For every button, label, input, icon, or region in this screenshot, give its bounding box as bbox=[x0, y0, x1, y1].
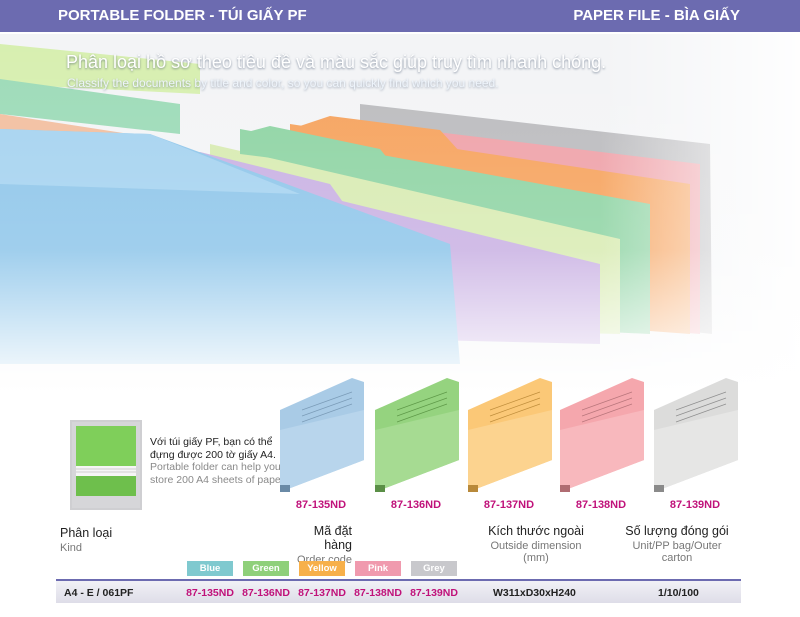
folder-image-pink bbox=[560, 378, 644, 492]
folder-description: Với túi giấy PF, bạn có thể đựng được 20… bbox=[150, 436, 290, 486]
column-dimension-vi: Kích thước ngoài bbox=[488, 524, 584, 538]
product-code-pink: 87-138ND bbox=[575, 499, 627, 511]
swatch-green: Green bbox=[243, 561, 289, 576]
hero-headline-en: Classify the documents by title and colo… bbox=[67, 76, 499, 90]
folder-image-yellow bbox=[468, 378, 552, 492]
row-code-blue: 87-135ND bbox=[186, 587, 234, 599]
swatch-pink: Pink bbox=[355, 561, 401, 576]
column-kind-vi: Phân loại bbox=[60, 526, 113, 540]
column-order-code: Mã đặt hàng Order code bbox=[290, 524, 352, 566]
table-row bbox=[56, 581, 741, 603]
row-kind: A4 - E / 061PF bbox=[64, 587, 134, 599]
row-dimension: W311xD30xH240 bbox=[493, 587, 576, 599]
folder-image-blue bbox=[280, 378, 364, 492]
column-kind: Phân loại Kind bbox=[60, 526, 112, 554]
row-code-yellow: 87-137ND bbox=[298, 587, 346, 599]
column-packing: Số lượng đóng gói Unit/PP bag/Outer cart… bbox=[616, 524, 738, 564]
row-code-grey: 87-139ND bbox=[410, 587, 458, 599]
row-packing: 1/10/100 bbox=[658, 587, 699, 599]
row-code-green: 87-136ND bbox=[242, 587, 290, 599]
column-packing-vi: Số lượng đóng gói bbox=[625, 524, 729, 538]
column-dimension: Kích thước ngoài Outside dimension (mm) bbox=[480, 524, 592, 564]
description-vi: Với túi giấy PF, bạn có thể đựng được 20… bbox=[150, 436, 276, 461]
description-en: Portable folder can help you store 200 A… bbox=[150, 461, 287, 486]
product-code-green: 87-136ND bbox=[390, 499, 442, 511]
hero-folders-image bbox=[0, 34, 800, 394]
folder-thumbnail-image bbox=[70, 420, 142, 510]
folder-image-grey bbox=[654, 378, 738, 492]
swatch-yellow: Yellow bbox=[299, 561, 345, 576]
product-code-blue: 87-135ND bbox=[295, 499, 347, 511]
product-code-grey: 87-139ND bbox=[669, 499, 721, 511]
hero-headline-vi: Phân loại hồ sơ theo tiêu đề và màu sắc … bbox=[66, 52, 607, 72]
header-bar: PORTABLE FOLDER - TÚI GIẤY PF PAPER FILE… bbox=[0, 0, 800, 32]
header-left-title: PORTABLE FOLDER - TÚI GIẤY PF bbox=[58, 7, 307, 24]
folder-image-green bbox=[375, 378, 459, 492]
column-dimension-en: Outside dimension (mm) bbox=[490, 540, 582, 564]
product-code-yellow: 87-137ND bbox=[483, 499, 535, 511]
column-order-vi: Mã đặt hàng bbox=[313, 524, 352, 552]
column-kind-en: Kind bbox=[60, 542, 83, 554]
column-packing-en: Unit/PP bag/Outer carton bbox=[632, 540, 722, 564]
swatch-blue: Blue bbox=[187, 561, 233, 576]
table-divider bbox=[56, 579, 741, 581]
row-code-pink: 87-138ND bbox=[354, 587, 402, 599]
swatch-grey: Grey bbox=[411, 561, 457, 576]
header-right-title: PAPER FILE - BÌA GIẤY bbox=[573, 7, 740, 24]
